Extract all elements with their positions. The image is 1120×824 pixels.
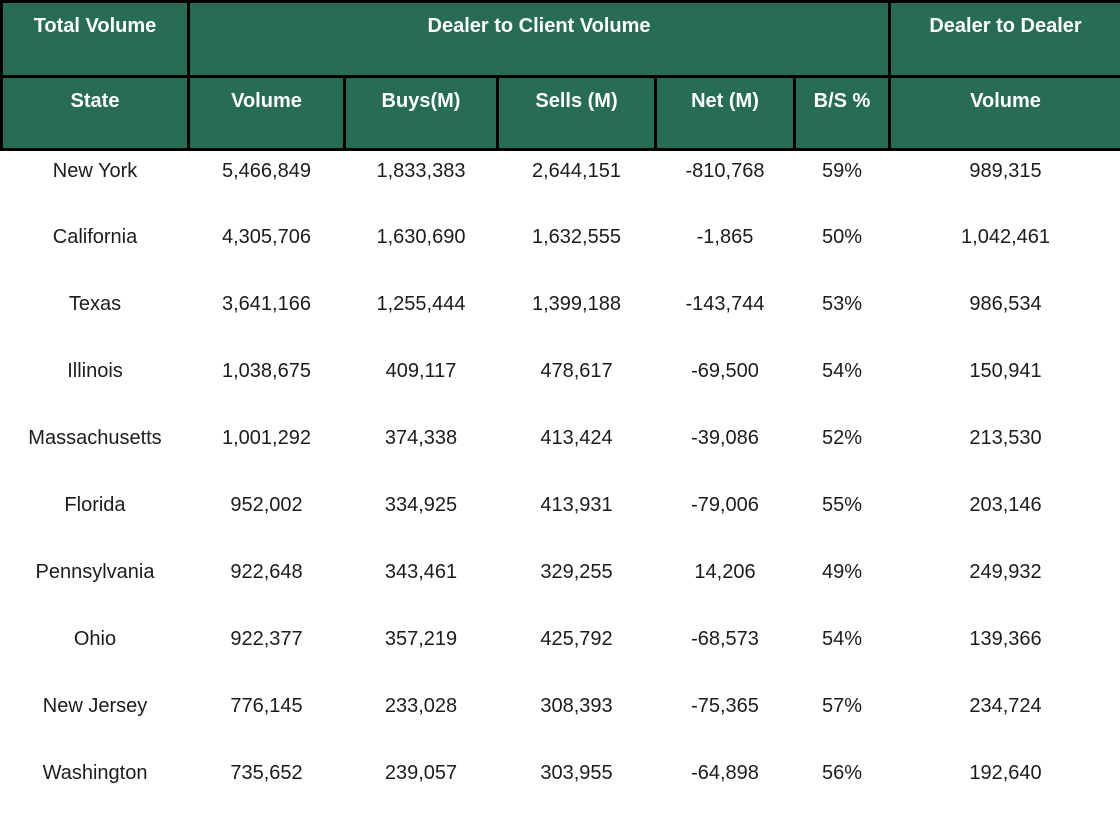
header-cell-sells: Sells (M) [496,75,657,151]
cell-net: -1,865 [696,225,754,248]
cell-sells: 425,792 [540,627,613,650]
table-row: Illinois 1,038,675 409,117 478,617 -69,5… [2,351,1120,418]
cell-volume: 1,001,292 [222,426,311,449]
cell-volume: 922,377 [230,627,303,650]
cell-bs-pct: 53% [821,292,863,315]
cell-dealer-volume: 234,724 [969,694,1042,717]
cell-sells: 1,399,188 [532,292,621,315]
header-cell-state: State [0,75,190,151]
table-row: Washington 735,652 239,057 303,955 -64,8… [2,753,1120,820]
cell-net: -39,086 [691,426,759,449]
cell-bs-pct: 59% [821,160,863,182]
cell-buys: 343,461 [384,560,458,583]
cell-bs-pct: 56% [821,761,863,784]
cell-bs-pct: 54% [821,627,863,650]
table-row: California 4,305,706 1,630,690 1,632,555… [2,217,1120,284]
table-row: New Jersey 776,145 233,028 308,393 -75,3… [2,686,1120,753]
cell-dealer-volume: 203,146 [969,493,1042,516]
cell-sells: 1,632,555 [532,225,621,248]
cell-volume: 3,641,166 [222,292,311,315]
table-row: Ohio 922,377 357,219 425,792 -68,573 54%… [2,619,1120,686]
cell-state: California [52,225,138,248]
table-header: Total Volume Dealer to Client Volume Dea… [0,0,1120,151]
cell-bs-pct: 57% [821,694,863,717]
cell-net: -68,573 [691,627,759,650]
header-group-row: Total Volume Dealer to Client Volume Dea… [0,0,1120,78]
cell-bs-pct: 55% [821,493,863,516]
cell-dealer-volume: 139,366 [969,627,1042,650]
cell-dealer-volume: 150,941 [969,359,1042,382]
cell-dealer-volume: 986,534 [969,292,1042,315]
cell-dealer-volume: 249,932 [969,560,1042,583]
cell-net: -64,898 [691,761,759,784]
header-cell-volume: Volume [187,75,346,151]
cell-dealer-volume: 213,530 [969,426,1042,449]
table-row: Florida 952,002 334,925 413,931 -79,006 … [2,485,1120,552]
header-cell-bs-pct: B/S % [792,75,892,151]
cell-state: Washington [42,761,148,784]
cell-buys: 239,057 [384,761,458,784]
cell-buys: 1,255,444 [376,292,466,315]
header-column-row: State Volume Buys(M) Sells (M) Net (M) B… [0,75,1120,151]
table-row: New York 5,466,849 1,833,383 2,644,151 -… [2,150,1120,217]
cell-dealer-volume: 1,042,461 [961,225,1050,248]
cell-volume: 4,305,706 [222,225,311,248]
cell-sells: 478,617 [540,359,613,382]
cell-buys: 334,925 [384,493,458,516]
cell-state: Illinois [67,359,123,382]
cell-net: -79,006 [691,493,759,516]
cell-sells: 308,393 [540,694,613,717]
cell-net: -69,500 [691,359,759,382]
cell-sells: 329,255 [540,560,613,583]
cell-buys: 1,833,383 [376,160,466,182]
cell-buys: 374,338 [384,426,458,449]
cell-bs-pct: 50% [821,225,863,248]
cell-net: 14,206 [694,560,756,583]
cell-sells: 413,931 [540,493,613,516]
header-cell-dealer-volume: Volume [888,75,1120,151]
header-cell-net: Net (M) [654,75,796,151]
cell-bs-pct: 54% [821,359,863,382]
table-body: New York 5,466,849 1,833,383 2,644,151 -… [2,150,1120,820]
cell-dealer-volume: 989,315 [969,160,1042,182]
cell-sells: 2,644,151 [532,160,621,182]
cell-net: -810,768 [685,160,765,182]
cell-state: Texas [68,292,122,315]
cell-dealer-volume: 192,640 [969,761,1042,784]
cell-buys: 1,630,690 [376,225,466,248]
cell-state: Pennsylvania [35,560,155,583]
table-row: Massachusetts 1,001,292 374,338 413,424 … [2,418,1120,485]
table-row: Texas 3,641,166 1,255,444 1,399,188 -143… [2,284,1120,351]
cell-volume: 1,038,675 [222,359,311,382]
table-row: Pennsylvania 922,648 343,461 329,255 14,… [2,552,1120,619]
cell-state: Florida [64,493,126,516]
cell-state: Massachusetts [28,426,162,449]
header-cell-buys: Buys(M) [343,75,499,151]
header-cell-dealer-to-client-volume: Dealer to Client Volume [186,0,892,78]
cell-buys: 357,219 [384,627,458,650]
cell-state: Ohio [73,627,117,650]
header-cell-dealer-to-dealer: Dealer to Dealer [888,0,1120,78]
cell-bs-pct: 52% [821,426,863,449]
cell-net: -143,744 [685,292,765,315]
cell-sells: 413,424 [540,426,613,449]
cell-buys: 409,117 [385,359,457,382]
header-cell-total-volume: Total Volume [0,0,190,78]
cell-volume: 735,652 [230,761,303,784]
cell-buys: 233,028 [384,694,458,717]
cell-state: New Jersey [42,694,148,717]
cell-bs-pct: 49% [821,560,863,583]
cell-state: New York [52,160,138,182]
cell-sells: 303,955 [540,761,613,784]
cell-volume: 952,002 [230,493,303,516]
cell-net: -75,365 [691,694,759,717]
cell-volume: 922,648 [230,560,303,583]
cell-volume: 776,145 [230,694,303,717]
cell-volume: 5,466,849 [222,160,311,182]
